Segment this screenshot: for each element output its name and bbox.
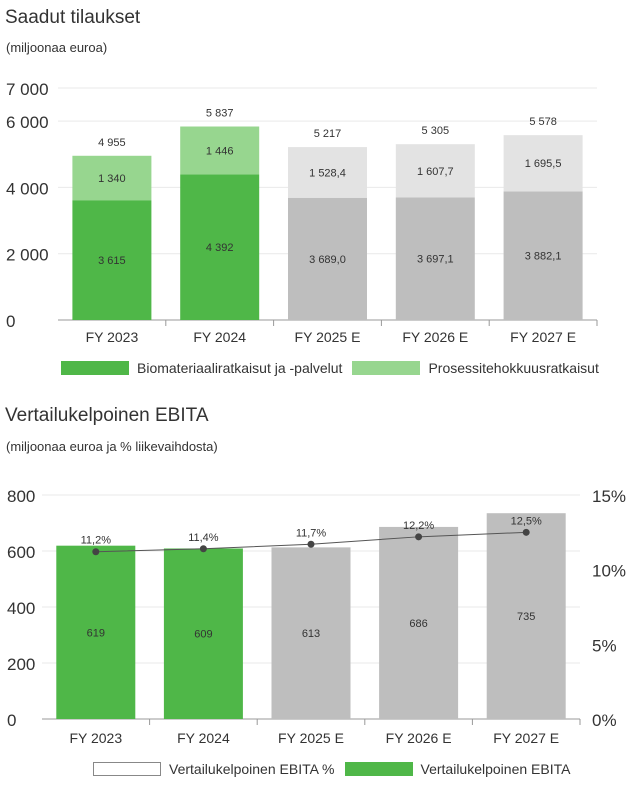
x-tick-label: FY 2027 E [510, 329, 576, 345]
bar-ebita [56, 545, 136, 719]
x-tick-label: FY 2023 [69, 730, 122, 746]
y-tick-label: 2 000 [6, 246, 49, 265]
y-tick-label: 0 [7, 711, 16, 730]
data-label-total: 5 305 [422, 125, 450, 137]
ebita-pct-label: 12,5% [511, 515, 542, 527]
legend-item-ebita: Vertailukelpoinen EBITA [344, 761, 571, 777]
ebita-pct-label: 11,2% [81, 535, 112, 547]
y-tick-label: 600 [7, 543, 35, 562]
data-label-biomaterials: 3 689,0 [309, 254, 346, 266]
orders-chart: 0 2 000 4 000 6 000 7 000 3 615 1 340 4 955 FY 2… [6, 80, 598, 345]
chart1-legend: Biomateriaaliratkaisut ja -palvelut Pros… [61, 360, 609, 376]
data-label-ebita: 609 [194, 629, 212, 641]
x-tick-label: FY 2024 [193, 329, 246, 345]
x-tick-label: FY 2026 E [386, 730, 452, 746]
chart2-title: Vertailukelpoinen EBITA [5, 405, 209, 426]
chart2-subtitle: (miljoonaa euroa ja % liikevaihdosta) [6, 439, 218, 454]
chart2-legend: Vertailukelpoinen EBITA % Vertailukelpoi… [93, 761, 580, 777]
bar-process [395, 144, 475, 198]
y2-tick-label: 5% [592, 636, 617, 655]
legend-label-process: Prosessitehokkuusratkaisut [428, 360, 599, 376]
x-tick-label: FY 2027 E [493, 730, 559, 746]
ebita-pct-label: 12,2% [403, 520, 434, 532]
ebita-pct-point [522, 528, 530, 536]
data-label-total: 5 578 [529, 116, 557, 128]
ebita-pct-point [92, 548, 100, 556]
ebita-pct-label: 11,4% [188, 532, 219, 544]
legend-swatch-biomaterials [61, 361, 129, 375]
legend-swatch-ebita-pct [93, 762, 161, 776]
x-tick-label: FY 2023 [86, 329, 139, 345]
chart1-subtitle: (miljoonaa euroa) [6, 40, 108, 55]
bar-process [288, 147, 367, 198]
data-label-biomaterials: 4 392 [206, 242, 234, 254]
bar-biomaterials [288, 197, 367, 320]
data-label-biomaterials: 3 882,1 [525, 251, 562, 263]
legend-item-biomaterials: Biomateriaaliratkaisut ja -palvelut [61, 360, 342, 376]
ebita-pct-point [199, 545, 207, 553]
data-label-ebita: 735 [517, 611, 535, 623]
bar-biomaterials [180, 174, 260, 320]
x-tick-label: FY 2025 E [278, 730, 344, 746]
ebita-pct-point [307, 540, 315, 548]
bar-ebita [486, 513, 566, 719]
data-label-process: 1 528,4 [309, 167, 346, 179]
bar-ebita [379, 526, 459, 719]
legend-label-ebita-pct: Vertailukelpoinen EBITA % [169, 761, 335, 777]
data-label-biomaterials: 3 697,1 [417, 254, 454, 266]
y2-tick-label: 10% [592, 562, 626, 581]
y-tick-label: 4 000 [6, 179, 49, 198]
legend-label-ebita: Vertailukelpoinen EBITA [420, 761, 571, 777]
data-label-process: 1 695,5 [525, 158, 562, 170]
bar-biomaterials [72, 200, 152, 320]
x-tick-label: FY 2026 E [402, 329, 468, 345]
data-label-ebita: 619 [87, 627, 105, 639]
y-tick-label: 400 [7, 599, 35, 618]
data-label-ebita: 686 [409, 618, 427, 630]
ebita-pct-point [415, 533, 423, 541]
ebita-pct-label: 11,7% [296, 527, 327, 539]
y2-tick-label: 0% [592, 711, 617, 730]
x-tick-label: FY 2024 [177, 730, 230, 746]
legend-item-ebita-pct: Vertailukelpoinen EBITA % [93, 761, 335, 777]
data-label-biomaterials: 3 615 [98, 255, 126, 267]
legend-label-biomaterials: Biomateriaaliratkaisut ja -palvelut [137, 360, 343, 376]
y-tick-label: 0 [6, 312, 15, 331]
data-label-process: 1 607,7 [417, 166, 454, 178]
bar-ebita [271, 547, 351, 719]
bar-biomaterials [503, 191, 583, 320]
data-label-process: 1 340 [98, 173, 126, 185]
bar-ebita [163, 548, 243, 719]
legend-swatch-process [352, 361, 421, 375]
data-label-total: 5 217 [314, 128, 342, 140]
y2-tick-label: 15% [592, 487, 626, 506]
x-tick-label: FY 2025 E [295, 329, 361, 345]
bar-process [180, 126, 260, 175]
bar-process [503, 135, 583, 192]
data-label-process: 1 446 [206, 145, 234, 157]
data-label-ebita: 613 [302, 628, 320, 640]
legend-item-process: Prosessitehokkuusratkaisut [352, 360, 599, 376]
bar-biomaterials [395, 197, 475, 320]
legend-swatch-ebita [344, 762, 413, 776]
y-tick-label: 200 [7, 655, 35, 674]
chart1-title: Saadut tilaukset [5, 7, 141, 28]
bar-process [72, 155, 152, 201]
y-tick-label: 800 [7, 487, 35, 506]
data-label-total: 4 955 [98, 137, 126, 149]
data-label-total: 5 837 [206, 108, 234, 120]
y-tick-label: 7 000 [6, 80, 49, 99]
y-tick-label: 6 000 [6, 113, 49, 132]
